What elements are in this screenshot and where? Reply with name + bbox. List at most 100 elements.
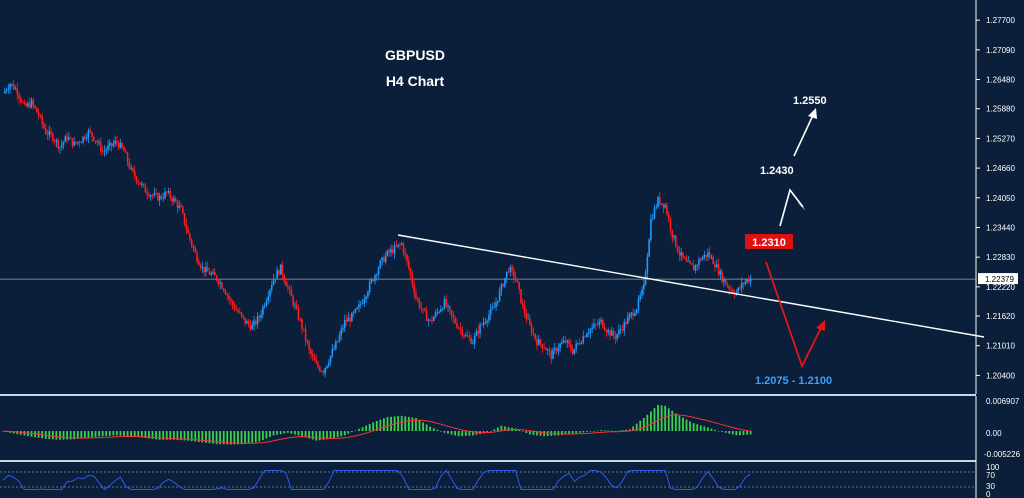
candle-body [413,284,415,294]
candle-body [249,324,252,330]
candle-body [424,308,426,311]
candle-body [151,195,154,197]
candle-body [696,265,698,267]
macd-bar [226,431,229,445]
candle-body [675,235,677,247]
candle-body [422,308,424,310]
candle-body [481,324,483,326]
price-axis: 1.27700 1.27090 1.26480 1.25880 1.25270 1.246… [976,16,1015,380]
candle-body [50,130,52,134]
candle-body [215,275,218,281]
candle-body [210,273,213,275]
candle-body [673,235,675,238]
macd-bar [240,431,243,445]
macd-bar [340,431,343,437]
candle-body [612,330,615,336]
macd-bar [83,431,86,438]
price-tick-label: 1.27700 [986,16,1015,25]
candle-body [657,196,659,207]
candle-body [363,299,366,304]
candle-body [545,348,547,351]
macd-bar [329,431,332,439]
candle-body [701,257,704,261]
macd-bar [731,431,734,435]
candle-body [16,88,19,95]
candle-body [139,182,141,185]
candle-body [269,289,271,297]
candle-body [707,252,709,257]
price-tick-label: 1.25880 [986,105,1015,114]
candle-body [246,321,248,324]
candle-body [447,305,449,307]
macd-bar [607,430,610,432]
candle-body [89,130,92,133]
candle-body [516,278,519,283]
candle-body [244,317,246,324]
macd-bar [212,431,214,444]
candle-body [475,331,478,336]
candle-body [292,296,294,306]
candle-body [333,348,335,350]
macd-bar [439,431,442,432]
candle-body [160,196,163,199]
macd-bar [568,431,570,435]
candle-body [349,317,351,322]
candle-body [482,322,485,325]
macd-bar [717,430,720,432]
candle-body [59,147,61,149]
candle-body [347,317,350,322]
macd-bar [721,431,724,432]
macd-bar [116,431,118,436]
candle-body [618,329,620,335]
macd-bar [400,415,403,432]
candle-body [644,273,647,285]
target-up-1-label: 1.2430 [760,165,794,177]
macd-bar [454,431,457,436]
candle-body [219,282,221,284]
candle-body [441,308,444,310]
candle-body [167,191,170,193]
candle-body [149,195,152,197]
candle-body [116,141,118,143]
candle-body [749,277,752,282]
bearish-scenario: 1.2075 - 1.2100 [755,261,832,387]
candle-body [352,312,355,314]
candle-body [222,288,225,291]
candle-body [626,317,629,324]
candle-body [505,271,508,278]
candle-body [112,143,115,146]
candle-body [377,268,380,275]
candle-body [310,349,312,355]
candle-body [3,90,6,94]
chart-subtitle: H4 Chart [386,73,445,89]
macd-bar [358,428,360,432]
macd-bar [172,431,175,440]
candle-body [664,204,666,208]
candle-body [82,136,84,143]
candle-body [190,239,193,246]
candle-body [379,260,382,269]
candle-body [534,333,537,339]
candle-body [564,340,567,343]
macd-bar [23,431,26,436]
candle-body [359,303,362,305]
candle-body [27,103,29,107]
candle-body [121,142,124,148]
macd-bar [525,431,528,433]
candle-body [114,141,116,144]
candle-body [425,310,428,321]
candle-body [238,312,241,313]
target-up-2-label: 1.2550 [793,95,827,107]
macd-bar [229,431,232,445]
candle-body [643,284,645,290]
candle-body [158,196,161,201]
candle-body [479,324,481,334]
candle-body [294,305,296,307]
macd-bar [407,416,410,432]
candle-body [432,317,435,322]
candle-body [110,142,113,146]
macd-bar [354,430,357,432]
candle-body [742,282,745,284]
macd-bar [279,431,282,435]
